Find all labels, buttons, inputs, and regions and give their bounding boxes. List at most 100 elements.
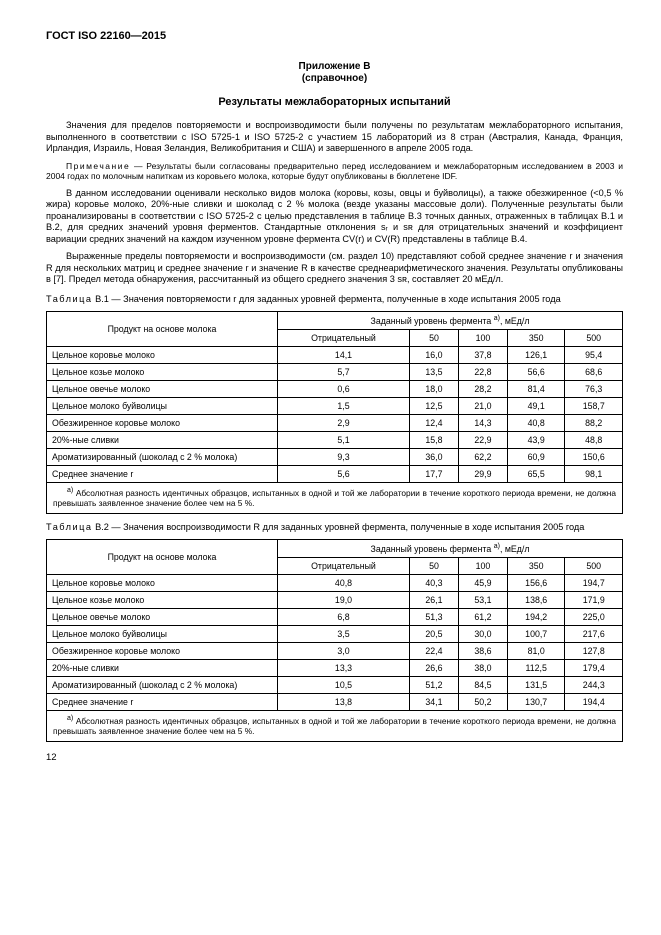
table2: Продукт на основе молокаЗаданный уровень… (46, 539, 623, 741)
annex-label: Приложение В (46, 60, 623, 73)
col-header-level: Заданный уровень фермента a), мЕд/л (278, 312, 623, 330)
table-row: Среднее значение r5,617,729,965,598,1 (47, 466, 623, 483)
row-value: 112,5 (507, 660, 565, 677)
row-value: 194,7 (565, 575, 623, 592)
row-value: 34,1 (409, 694, 458, 711)
row-value: 51,3 (409, 609, 458, 626)
col-header-sub: 100 (458, 558, 507, 575)
row-value: 225,0 (565, 609, 623, 626)
table-row: Обезжиренное коровье молоко2,912,414,340… (47, 415, 623, 432)
row-value: 3,0 (278, 643, 410, 660)
row-value: 158,7 (565, 398, 623, 415)
row-value: 13,8 (278, 694, 410, 711)
row-value: 60,9 (507, 449, 565, 466)
row-label: Цельное молоко буйволицы (47, 398, 278, 415)
row-value: 194,2 (507, 609, 565, 626)
row-value: 38,0 (458, 660, 507, 677)
row-label: Ароматизированный (шоколад с 2 % молока) (47, 677, 278, 694)
row-value: 43,9 (507, 432, 565, 449)
row-value: 56,6 (507, 364, 565, 381)
row-value: 45,9 (458, 575, 507, 592)
table-row: 20%-ные сливки13,326,638,0112,5179,4 (47, 660, 623, 677)
note-label: Примечание (66, 161, 130, 171)
row-value: 30,0 (458, 626, 507, 643)
table1-caption: Таблица В.1 — Значения повторяемости r д… (46, 294, 623, 306)
table-row: 20%-ные сливки5,115,822,943,948,8 (47, 432, 623, 449)
row-value: 50,2 (458, 694, 507, 711)
row-value: 126,1 (507, 347, 565, 364)
row-value: 150,6 (565, 449, 623, 466)
row-value: 68,6 (565, 364, 623, 381)
row-label: Цельное козье молоко (47, 364, 278, 381)
paragraph-1: Значения для пределов повторяемости и во… (46, 120, 623, 155)
row-value: 1,5 (278, 398, 410, 415)
col-header-product: Продукт на основе молока (47, 540, 278, 575)
table2-caption-text: В.2 — Значения воспроизводимости R для з… (93, 522, 585, 532)
row-label: Обезжиренное коровье молоко (47, 415, 278, 432)
row-value: 95,4 (565, 347, 623, 364)
document-page: ГОСТ ISO 22160—2015 Приложение В (справо… (0, 0, 661, 783)
table2-caption: Таблица В.2 — Значения воспроизводимости… (46, 522, 623, 534)
row-value: 12,5 (409, 398, 458, 415)
col-header-product: Продукт на основе молока (47, 312, 278, 347)
table-row: Цельное овечье молоко6,851,361,2194,2225… (47, 609, 623, 626)
table1-caption-label: Таблица (46, 294, 93, 304)
row-value: 40,8 (278, 575, 410, 592)
row-value: 19,0 (278, 592, 410, 609)
table-row: Ароматизированный (шоколад с 2 % молока)… (47, 449, 623, 466)
row-value: 179,4 (565, 660, 623, 677)
row-label: Цельное молоко буйволицы (47, 626, 278, 643)
row-value: 65,5 (507, 466, 565, 483)
paragraph-3: Выраженные пределы повторяемости и воспр… (46, 251, 623, 286)
row-value: 14,1 (278, 347, 410, 364)
row-value: 3,5 (278, 626, 410, 643)
table-row: Цельное коровье молоко40,840,345,9156,61… (47, 575, 623, 592)
row-value: 16,0 (409, 347, 458, 364)
row-value: 51,2 (409, 677, 458, 694)
row-value: 48,8 (565, 432, 623, 449)
row-value: 28,2 (458, 381, 507, 398)
row-value: 22,4 (409, 643, 458, 660)
row-value: 40,3 (409, 575, 458, 592)
row-value: 12,4 (409, 415, 458, 432)
col-header-sub: 100 (458, 330, 507, 347)
row-value: 171,9 (565, 592, 623, 609)
row-value: 13,5 (409, 364, 458, 381)
row-value: 15,8 (409, 432, 458, 449)
row-value: 84,5 (458, 677, 507, 694)
row-label: Среднее значение r (47, 466, 278, 483)
row-value: 98,1 (565, 466, 623, 483)
col-header-sub: Отрицательный (278, 330, 410, 347)
page-number: 12 (46, 752, 623, 763)
row-value: 2,9 (278, 415, 410, 432)
document-id: ГОСТ ISO 22160—2015 (46, 30, 623, 42)
row-label: Среднее значение r (47, 694, 278, 711)
row-value: 9,3 (278, 449, 410, 466)
table-row: Цельное молоко буйволицы1,512,521,049,11… (47, 398, 623, 415)
row-value: 0,6 (278, 381, 410, 398)
row-value: 37,8 (458, 347, 507, 364)
row-value: 26,1 (409, 592, 458, 609)
col-header-sub: 500 (565, 558, 623, 575)
row-value: 53,1 (458, 592, 507, 609)
table-row: Цельное козье молоко19,026,153,1138,6171… (47, 592, 623, 609)
row-value: 194,4 (565, 694, 623, 711)
col-header-sub: Отрицательный (278, 558, 410, 575)
row-value: 5,7 (278, 364, 410, 381)
row-value: 22,9 (458, 432, 507, 449)
row-value: 130,7 (507, 694, 565, 711)
row-label: Цельное коровье молоко (47, 347, 278, 364)
table-footnote: a) Абсолютная разность идентичных образц… (47, 711, 623, 741)
row-value: 217,6 (565, 626, 623, 643)
row-value: 61,2 (458, 609, 507, 626)
row-value: 127,8 (565, 643, 623, 660)
col-header-level: Заданный уровень фермента a), мЕд/л (278, 540, 623, 558)
table-row: Обезжиренное коровье молоко3,022,438,681… (47, 643, 623, 660)
row-value: 20,5 (409, 626, 458, 643)
row-value: 49,1 (507, 398, 565, 415)
row-label: Обезжиренное коровье молоко (47, 643, 278, 660)
row-value: 40,8 (507, 415, 565, 432)
row-label: Цельное овечье молоко (47, 609, 278, 626)
row-value: 36,0 (409, 449, 458, 466)
row-value: 81,0 (507, 643, 565, 660)
